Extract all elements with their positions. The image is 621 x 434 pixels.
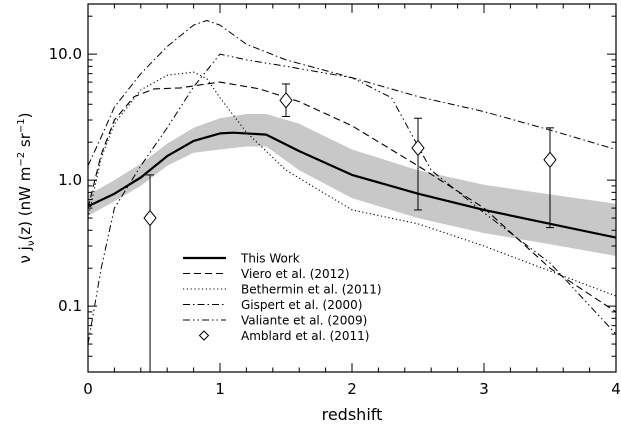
- series-line-1: [88, 81, 616, 313]
- plot-area: [88, 20, 616, 372]
- x-tick-label-4: 4: [611, 380, 621, 398]
- legend-label-points: Amblard et al. (2011): [241, 329, 369, 343]
- legend-label-3: Gispert et al. (2000): [241, 298, 362, 312]
- data-point-3: [543, 151, 557, 169]
- x-tick-label-1: 1: [215, 380, 225, 398]
- series-line-4: [88, 53, 616, 345]
- y-tick-label-0: 0.1: [58, 297, 82, 315]
- legend-label-2: Bethermin et al. (2011): [241, 283, 382, 297]
- legend-label-4: Valiante et al. (2009): [241, 314, 367, 328]
- legend-label-1: Viero et al. (2012): [241, 267, 350, 281]
- band-area: [88, 114, 616, 256]
- x-tick-label-0: 0: [83, 380, 93, 398]
- y-tick-label-2: 10.0: [49, 45, 82, 63]
- data-point-1: [279, 92, 293, 109]
- legend-label-0: This Work: [240, 252, 300, 266]
- legend-swatch-points: [198, 330, 210, 341]
- series-line-0: [88, 131, 616, 239]
- x-tick-label-2: 2: [347, 380, 357, 398]
- axis-ticks: [87, 4, 617, 373]
- series-line-2: [88, 71, 616, 297]
- x-axis-label: redshift: [322, 405, 383, 424]
- y-tick-label-1: 1.0: [58, 171, 82, 189]
- series-lines: [88, 20, 616, 345]
- uncertainty-band: [88, 114, 616, 256]
- series-line-3: [88, 20, 616, 167]
- data-point-2: [411, 139, 425, 157]
- data-point-0: [143, 209, 157, 227]
- x-tick-label-3: 3: [479, 380, 489, 398]
- data-points: [143, 83, 557, 372]
- tick-labels: 0 1 2 3 4 0.1 1.0 10.0: [49, 45, 621, 398]
- y-axis-label: ν jν(z) (nW m−2 sr−1): [16, 113, 37, 264]
